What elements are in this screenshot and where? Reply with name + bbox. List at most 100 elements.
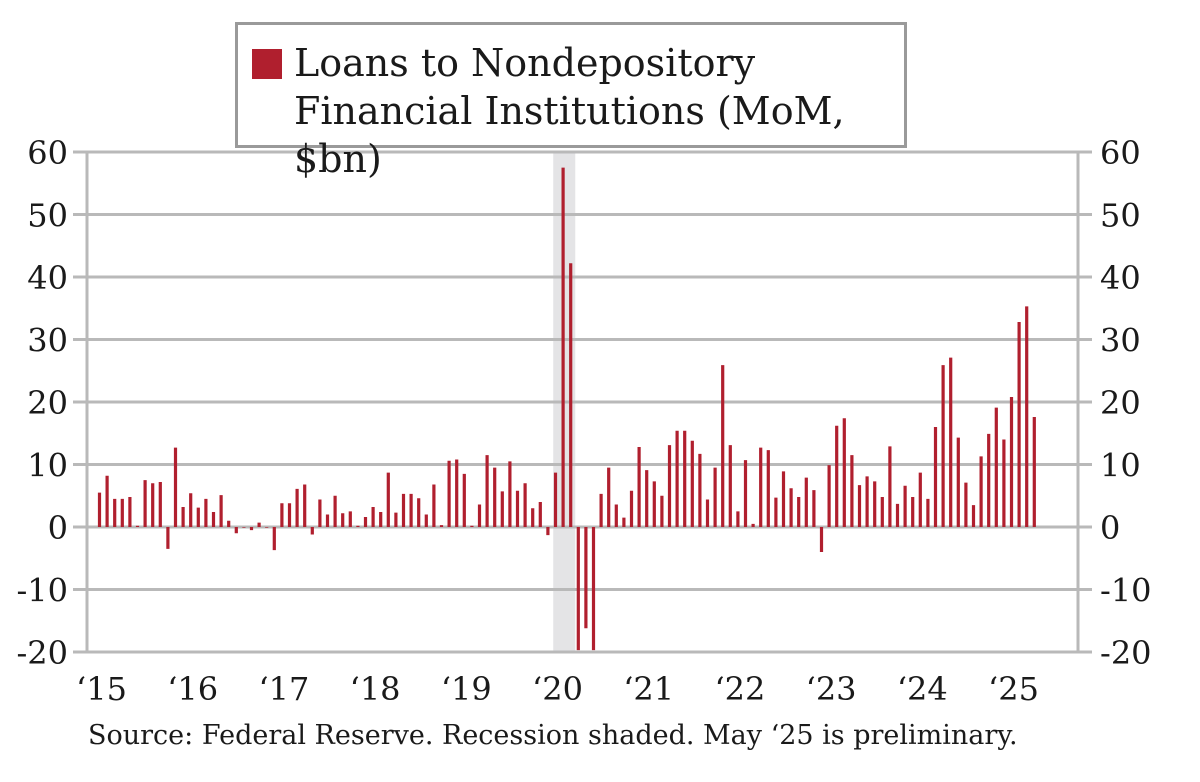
bar — [249, 527, 254, 531]
bar — [462, 473, 466, 527]
bar — [181, 507, 185, 527]
bar — [576, 527, 580, 651]
bar — [690, 440, 694, 527]
x-tick-label: ‘21 — [623, 670, 674, 708]
bar — [903, 485, 907, 527]
bar — [242, 527, 246, 528]
bar — [500, 491, 504, 527]
bar — [135, 525, 140, 527]
bar — [553, 472, 558, 527]
bar — [880, 497, 884, 527]
bar — [166, 527, 170, 549]
y-axis-left-labels: 60 50 40 30 20 10 0 -10 -20 — [16, 134, 68, 672]
bar — [751, 523, 755, 527]
y-tick-label-right: -20 — [1100, 634, 1152, 672]
bar — [348, 511, 352, 527]
bar — [591, 527, 596, 651]
bar — [964, 482, 968, 527]
bar — [789, 488, 793, 527]
bar — [842, 418, 846, 527]
bar — [599, 493, 603, 527]
y-tick-label-left: 0 — [48, 509, 68, 547]
y-tick-label-right: 60 — [1100, 134, 1141, 172]
bar — [994, 407, 998, 527]
bar — [705, 499, 710, 527]
bar — [303, 484, 307, 527]
bar — [781, 471, 786, 527]
bar — [485, 455, 489, 527]
legend-label: Loans to Nondepository Financial Institu… — [294, 41, 845, 181]
bar — [797, 497, 801, 527]
bar — [721, 365, 725, 527]
y-tick-label-right: -10 — [1100, 572, 1152, 610]
y-tick-label-right: 50 — [1100, 197, 1141, 235]
y-tick-label-left: -10 — [16, 572, 68, 610]
bar — [819, 527, 824, 552]
bar — [379, 512, 383, 527]
bar — [956, 437, 960, 527]
bar — [933, 427, 938, 527]
bar — [515, 490, 520, 527]
x-tick-label: ‘23 — [806, 670, 857, 708]
y-tick-label-right: 10 — [1100, 447, 1141, 485]
bar — [439, 525, 444, 527]
y-tick-label-left: 40 — [27, 259, 68, 297]
bar — [455, 459, 459, 527]
x-tick-label: ‘20 — [532, 670, 583, 708]
bar — [607, 467, 611, 527]
bar — [645, 470, 649, 527]
bar — [987, 433, 991, 527]
bar — [918, 472, 922, 527]
x-tick-label: ‘18 — [350, 670, 401, 708]
bar — [1009, 397, 1014, 527]
bar — [622, 517, 626, 527]
bar — [394, 512, 398, 527]
bar — [508, 461, 512, 527]
bar — [257, 522, 261, 527]
bar — [538, 502, 542, 527]
bar — [683, 430, 687, 527]
bar — [531, 508, 535, 527]
bar — [265, 527, 269, 528]
bar — [128, 497, 132, 527]
bar — [865, 476, 869, 527]
bar — [759, 447, 763, 527]
bar — [333, 495, 337, 527]
bar — [371, 507, 375, 527]
bar — [143, 480, 147, 527]
bar — [280, 503, 284, 527]
bar — [272, 527, 276, 551]
bar — [835, 425, 839, 527]
bar — [120, 498, 124, 527]
bar — [660, 495, 664, 527]
bar — [523, 483, 527, 527]
y-tick-label-right: 0 — [1100, 509, 1120, 547]
bar — [979, 456, 983, 527]
bar — [728, 445, 732, 527]
x-tick-label: ‘17 — [258, 670, 309, 708]
bar — [196, 507, 200, 527]
x-tick-label: ‘25 — [988, 670, 1039, 708]
x-tick-label: ‘24 — [897, 670, 948, 708]
y-tick-label-left: 50 — [27, 197, 68, 235]
bar — [97, 492, 102, 527]
bar — [812, 490, 816, 527]
bar — [356, 525, 360, 527]
bar — [675, 430, 679, 527]
bar — [113, 498, 117, 527]
bar — [667, 445, 672, 527]
y-tick-label-left: 10 — [27, 447, 68, 485]
bar — [1017, 322, 1021, 527]
bar — [227, 520, 231, 527]
bar — [189, 493, 193, 527]
bar — [1025, 306, 1029, 527]
bar — [941, 365, 945, 527]
y-tick-label-right: 20 — [1100, 384, 1141, 422]
x-tick-label: ‘16 — [167, 670, 218, 708]
y-tick-label-left: 20 — [27, 384, 68, 422]
bar — [1002, 439, 1006, 527]
bar — [204, 498, 208, 527]
bar — [629, 490, 634, 527]
bar — [158, 482, 162, 527]
